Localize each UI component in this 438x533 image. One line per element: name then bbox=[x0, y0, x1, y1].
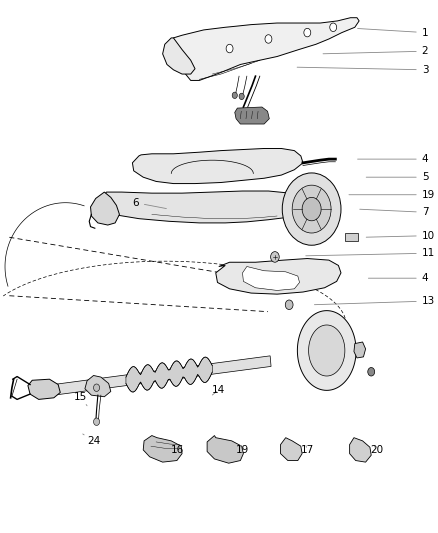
Text: 20: 20 bbox=[370, 445, 383, 455]
Text: 17: 17 bbox=[300, 445, 314, 455]
Polygon shape bbox=[28, 379, 60, 399]
Text: 24: 24 bbox=[83, 434, 100, 446]
Polygon shape bbox=[162, 38, 195, 74]
Text: 5: 5 bbox=[366, 172, 428, 182]
Polygon shape bbox=[143, 435, 182, 462]
Text: 15: 15 bbox=[74, 392, 87, 406]
Polygon shape bbox=[41, 356, 271, 397]
Polygon shape bbox=[98, 191, 311, 223]
Polygon shape bbox=[216, 259, 341, 294]
Circle shape bbox=[285, 300, 293, 310]
Circle shape bbox=[330, 23, 337, 31]
Polygon shape bbox=[354, 342, 366, 358]
Circle shape bbox=[302, 197, 321, 221]
Text: 13: 13 bbox=[314, 296, 435, 306]
Text: 16: 16 bbox=[171, 445, 184, 455]
Circle shape bbox=[265, 35, 272, 43]
Polygon shape bbox=[91, 192, 120, 225]
Circle shape bbox=[271, 252, 279, 262]
Circle shape bbox=[94, 418, 99, 425]
Circle shape bbox=[304, 28, 311, 37]
Text: 19: 19 bbox=[349, 190, 435, 200]
Text: 11: 11 bbox=[306, 248, 435, 258]
Circle shape bbox=[368, 368, 374, 376]
Circle shape bbox=[226, 44, 233, 53]
Text: 1: 1 bbox=[357, 28, 428, 38]
Polygon shape bbox=[207, 435, 244, 463]
Polygon shape bbox=[132, 149, 303, 183]
Text: 14: 14 bbox=[212, 385, 226, 395]
Circle shape bbox=[94, 384, 99, 391]
Text: 7: 7 bbox=[360, 207, 428, 217]
Polygon shape bbox=[350, 438, 371, 462]
Text: 19: 19 bbox=[236, 445, 249, 455]
Polygon shape bbox=[243, 266, 300, 290]
Bar bbox=[345, 233, 358, 241]
Text: 4: 4 bbox=[357, 154, 428, 164]
Polygon shape bbox=[85, 375, 111, 397]
Circle shape bbox=[232, 92, 237, 99]
Text: 3: 3 bbox=[297, 65, 428, 75]
Polygon shape bbox=[297, 311, 356, 390]
Text: 6: 6 bbox=[132, 198, 166, 208]
Polygon shape bbox=[235, 107, 269, 124]
Circle shape bbox=[239, 93, 244, 100]
Polygon shape bbox=[309, 325, 345, 376]
Polygon shape bbox=[280, 438, 302, 461]
Polygon shape bbox=[126, 357, 212, 392]
Text: 10: 10 bbox=[366, 231, 435, 241]
Polygon shape bbox=[171, 18, 359, 80]
Circle shape bbox=[282, 173, 341, 245]
Text: 2: 2 bbox=[323, 46, 428, 56]
Circle shape bbox=[292, 185, 331, 233]
Text: 4: 4 bbox=[368, 273, 428, 283]
